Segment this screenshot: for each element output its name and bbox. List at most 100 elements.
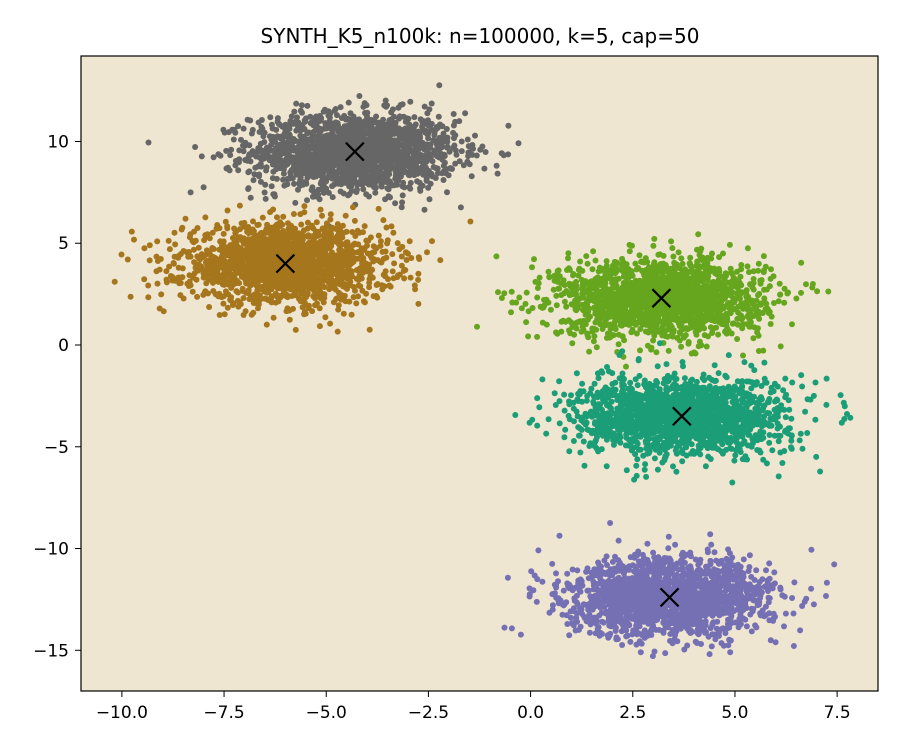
data-point <box>589 328 596 335</box>
data-point <box>368 116 375 123</box>
data-point <box>257 146 264 153</box>
data-point <box>315 186 322 193</box>
data-point <box>355 293 362 300</box>
data-point <box>279 247 286 254</box>
data-point <box>351 167 358 174</box>
data-point <box>370 184 377 190</box>
data-point <box>172 241 179 248</box>
data-point <box>270 191 277 198</box>
data-point <box>352 287 358 294</box>
data-point <box>215 276 222 283</box>
data-point <box>234 297 241 304</box>
data-point <box>441 138 448 144</box>
data-point <box>246 296 253 303</box>
data-point <box>245 186 252 192</box>
data-point <box>289 242 296 249</box>
data-point <box>352 233 359 239</box>
data-point <box>296 180 303 187</box>
data-point <box>238 136 244 143</box>
data-point <box>358 122 364 129</box>
data-point <box>355 241 362 248</box>
data-point <box>288 280 295 287</box>
data-point <box>158 291 165 298</box>
data-point <box>385 186 392 193</box>
data-point <box>373 163 380 170</box>
data-point <box>320 183 327 189</box>
data-point <box>240 125 247 132</box>
data-point <box>523 289 530 296</box>
data-point <box>383 176 390 183</box>
data-point <box>451 142 458 149</box>
data-point <box>437 257 444 264</box>
data-point <box>145 294 152 301</box>
data-point <box>220 300 227 307</box>
data-point <box>726 241 733 248</box>
data-point <box>235 289 241 296</box>
data-point <box>235 303 242 310</box>
data-point <box>398 204 405 211</box>
data-point <box>301 203 308 210</box>
data-point <box>468 173 475 180</box>
data-point <box>327 216 334 223</box>
data-point <box>444 143 451 150</box>
data-point <box>327 211 334 218</box>
data-point <box>375 157 382 164</box>
data-point <box>493 162 500 169</box>
data-point <box>317 289 324 296</box>
data-point <box>166 263 173 270</box>
data-point <box>309 308 316 315</box>
data-point <box>334 112 340 119</box>
data-point <box>318 281 325 288</box>
data-point <box>280 213 287 220</box>
data-point <box>356 93 363 99</box>
data-point <box>254 222 261 228</box>
data-point <box>278 163 285 170</box>
data-point <box>256 173 262 180</box>
data-point <box>289 120 296 127</box>
data-point <box>198 153 205 160</box>
data-point <box>295 119 302 126</box>
data-point <box>251 232 258 239</box>
data-point <box>382 97 389 104</box>
data-point <box>427 141 434 148</box>
data-point <box>259 125 266 132</box>
data-point <box>338 115 345 121</box>
data-point <box>415 300 422 307</box>
data-point <box>322 120 329 127</box>
data-point <box>508 288 515 295</box>
data-point <box>367 268 374 275</box>
data-point <box>277 135 284 142</box>
data-point <box>398 253 405 260</box>
data-point <box>315 244 322 251</box>
points-layer <box>111 82 854 660</box>
data-point <box>287 232 294 239</box>
data-point <box>323 223 330 230</box>
data-point <box>310 292 317 299</box>
data-point <box>394 181 400 188</box>
data-point <box>380 147 387 154</box>
data-point <box>699 257 706 263</box>
data-point <box>350 258 357 265</box>
data-point <box>399 153 406 160</box>
data-point <box>183 249 190 256</box>
data-point <box>216 312 223 318</box>
data-point <box>431 132 438 139</box>
data-point <box>316 323 323 330</box>
data-point <box>223 147 230 154</box>
data-point <box>391 260 398 267</box>
data-point <box>777 343 784 350</box>
data-point <box>273 126 280 133</box>
data-point <box>351 143 357 150</box>
data-point <box>371 249 378 256</box>
data-point <box>383 154 390 160</box>
data-point <box>428 170 435 177</box>
data-point <box>195 244 202 251</box>
data-point <box>248 151 255 158</box>
data-point <box>219 264 226 271</box>
data-point <box>304 102 311 109</box>
data-point <box>348 131 355 138</box>
data-point <box>759 310 766 316</box>
data-point <box>141 276 148 283</box>
data-point <box>419 127 426 134</box>
